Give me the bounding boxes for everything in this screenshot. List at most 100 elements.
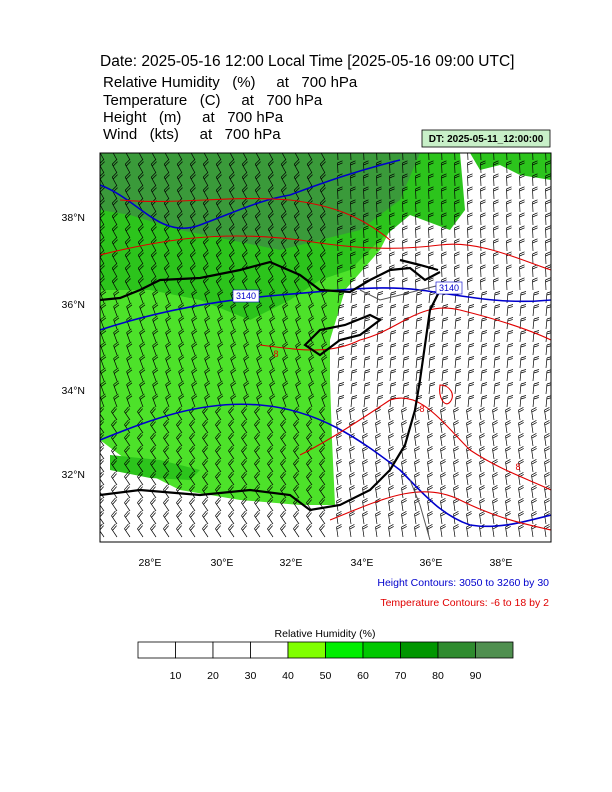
wind-barb — [544, 433, 550, 447]
wind-barb — [228, 419, 235, 434]
wind-barb — [414, 446, 420, 460]
wind-barb — [319, 497, 326, 512]
wind-barb — [319, 250, 326, 265]
wind-barb — [532, 343, 540, 356]
colorbar: 10 20 30 40 50 60 70 80 90 — [137, 641, 514, 682]
wind-barb — [545, 160, 551, 174]
wind-barb — [178, 367, 185, 382]
wind-barb — [480, 199, 486, 213]
wind-barb — [376, 291, 384, 304]
wind-barb — [493, 369, 501, 382]
wind-barb — [440, 459, 446, 473]
wind-barb — [454, 304, 462, 317]
wind-barb — [321, 354, 328, 369]
wind-barb — [363, 160, 369, 174]
wind-barb — [230, 367, 237, 382]
colorbar-label: 70 — [395, 670, 407, 682]
wind-barb — [428, 343, 436, 356]
wind-barb — [402, 382, 410, 395]
wind-barb — [241, 458, 248, 473]
wind-barb — [414, 472, 420, 486]
wind-barb — [215, 237, 222, 252]
wind-barb — [402, 153, 404, 161]
colorbar-label: 40 — [282, 670, 294, 682]
wind-barb — [401, 511, 407, 525]
wind-barb — [124, 159, 131, 174]
wind-barb — [202, 471, 209, 486]
wind-barb — [126, 393, 133, 408]
wind-barb — [100, 198, 105, 213]
wind-barb — [321, 367, 328, 382]
wind-barb — [306, 211, 313, 226]
wind-barb — [545, 186, 551, 200]
wind-barb — [337, 225, 343, 239]
wind-barb — [124, 445, 131, 460]
wind-barb — [532, 186, 538, 200]
temperature-label: 8 — [419, 404, 424, 414]
wind-barb — [544, 459, 550, 473]
wind-barb — [480, 343, 488, 356]
wind-barb — [493, 330, 501, 343]
wind-barb — [545, 225, 551, 239]
wind-barb — [124, 432, 131, 447]
colorbar-label: 60 — [357, 670, 369, 682]
wind-barb — [306, 432, 313, 447]
wind-barb — [441, 395, 449, 408]
wind-barb — [350, 251, 356, 265]
wind-barb — [427, 433, 433, 447]
wind-barb — [267, 224, 274, 239]
wind-barb — [163, 510, 170, 525]
wind-barb — [267, 484, 274, 499]
wind-barb — [202, 523, 209, 538]
colorbar-swatch — [475, 641, 514, 659]
wind-barb — [111, 159, 118, 174]
wind-barb — [228, 432, 235, 447]
wind-barb — [428, 160, 434, 174]
label-box — [232, 289, 260, 303]
wind-barb — [531, 433, 537, 447]
wind-barb — [441, 199, 447, 213]
wind-barb — [493, 395, 501, 408]
lat-tick-label: 34°N — [62, 385, 85, 397]
wind-barb — [215, 510, 222, 525]
wind-barb — [480, 160, 486, 174]
wind-barb — [137, 172, 144, 187]
wind-barb — [295, 315, 302, 330]
wind-barb — [401, 420, 407, 434]
wind-barb — [363, 356, 371, 369]
wind-barb — [519, 264, 525, 278]
wind-barb — [337, 304, 345, 317]
wind-barb — [506, 382, 514, 395]
wind-barb — [415, 317, 423, 330]
wind-barb — [241, 406, 248, 421]
wind-barb — [280, 497, 287, 512]
wind-barb — [363, 251, 369, 265]
wind-barb — [467, 199, 473, 213]
wind-barb — [202, 237, 209, 252]
wind-barb — [204, 289, 211, 304]
wind-barb — [124, 523, 131, 538]
wind-barb — [480, 395, 488, 408]
wind-barb — [228, 172, 235, 187]
wind-barb — [124, 211, 131, 226]
wind-barb — [336, 459, 342, 473]
wind-barb — [493, 277, 499, 291]
wind-barb — [414, 511, 420, 525]
wind-barb — [402, 160, 408, 174]
wind-barb — [415, 186, 421, 200]
wind-barb — [163, 159, 170, 174]
wind-barb — [306, 510, 313, 525]
wind-barb — [480, 369, 488, 382]
wind-barb — [375, 524, 381, 538]
wind-barb — [202, 419, 209, 434]
wind-barb — [150, 510, 157, 525]
wind-barb — [256, 341, 263, 356]
wind-barb — [492, 420, 498, 434]
wind-barb — [493, 238, 499, 252]
wind-barb — [308, 354, 315, 369]
wind-barb — [350, 186, 356, 200]
wind-barb — [506, 153, 508, 161]
wind-barb — [228, 510, 235, 525]
wind-barb — [349, 511, 355, 525]
wind-barb — [163, 497, 170, 512]
